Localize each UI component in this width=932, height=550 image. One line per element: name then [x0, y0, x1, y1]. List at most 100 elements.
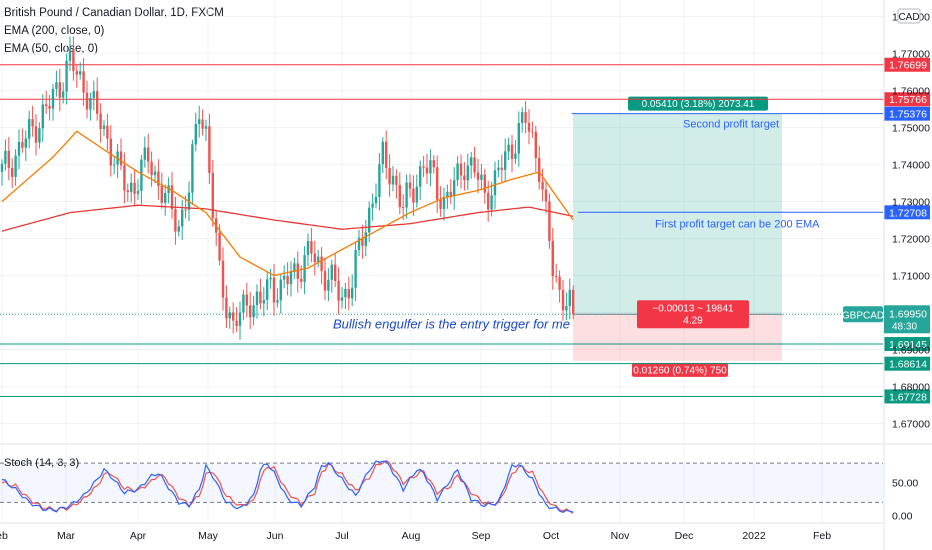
candle-body	[221, 260, 225, 298]
candle-body	[218, 232, 221, 261]
candle-body	[48, 106, 51, 109]
candle-body	[351, 287, 354, 299]
candle-body	[157, 171, 160, 186]
candle-body	[7, 150, 10, 168]
candle-body	[160, 185, 163, 203]
price-tick: 1.68000	[892, 381, 930, 393]
candle-body	[436, 167, 439, 200]
target-label-box	[628, 96, 768, 111]
candle-body	[419, 166, 422, 187]
candle-body	[364, 232, 367, 246]
candle-body	[123, 165, 126, 191]
candle-body	[371, 203, 374, 208]
long-position-tool: 0.05410 (3.18%) 2073.41 −0.00013 ~ 198414…	[0, 96, 883, 377]
candle-body	[279, 279, 282, 301]
time-tick: Dec	[675, 530, 694, 542]
candle-body	[391, 175, 395, 185]
candle-body	[344, 288, 347, 298]
candle-body	[21, 142, 24, 148]
candle-body	[198, 119, 201, 125]
candle-body	[378, 164, 381, 197]
candle-body	[317, 256, 320, 263]
candle-body	[276, 300, 279, 303]
candle-body	[99, 113, 102, 129]
candle-body	[425, 167, 429, 174]
candle-body	[11, 167, 14, 177]
candle-body	[473, 157, 476, 173]
candle-body	[136, 190, 140, 194]
candle-body	[521, 112, 524, 123]
pnl-label-box	[637, 300, 749, 329]
candle-body	[249, 305, 252, 318]
candle-body	[456, 163, 459, 181]
candle-body	[34, 126, 38, 143]
candle-body	[51, 88, 55, 109]
candle-body	[531, 131, 534, 133]
candle-body	[507, 144, 510, 152]
candle-body	[453, 180, 456, 197]
candle-body	[89, 97, 92, 110]
candle-body	[174, 209, 177, 232]
candle-body	[354, 250, 357, 288]
candle-body	[147, 147, 150, 162]
candle-body	[82, 71, 85, 93]
candle-body	[483, 174, 486, 193]
candle-body	[102, 125, 106, 129]
candle-body	[106, 125, 109, 139]
price-tick: 1.76000	[892, 86, 930, 98]
symbol-tag-box	[843, 306, 883, 323]
candle-body	[534, 131, 537, 159]
price-tick: 1.72000	[892, 233, 930, 245]
level-axis-label: 1.72708	[889, 207, 927, 219]
candle-body	[330, 264, 333, 280]
candle-body	[306, 241, 310, 256]
candle-body	[313, 253, 316, 263]
symbol-title: British Pound / Canadian Dollar, 1D, FXC…	[4, 7, 224, 19]
horizontal-levels	[0, 64, 883, 397]
level-axis-box	[884, 205, 930, 220]
candle-body	[398, 184, 401, 208]
candle-body	[140, 159, 143, 191]
candle-body	[293, 263, 296, 272]
candle-body	[551, 240, 554, 277]
candle-body	[463, 175, 466, 181]
candle-body	[133, 182, 136, 194]
candle-body	[334, 264, 337, 282]
candle-body	[79, 71, 82, 75]
candle-body	[541, 181, 544, 190]
bar-countdown: 48:30	[892, 321, 917, 332]
candle-body	[470, 157, 473, 166]
candle-body	[527, 122, 531, 132]
candle-body	[480, 174, 483, 180]
candle-body	[337, 281, 340, 301]
candle-body	[323, 271, 327, 291]
annotation-entry-trigger: Bullish engulfer is the entry trigger fo…	[333, 316, 570, 331]
stoch-tick: 50.00	[892, 478, 918, 490]
candle-body	[565, 306, 568, 311]
ema200-legend: EMA (200, close, 0)	[4, 25, 105, 37]
candle-body	[555, 276, 558, 278]
candle-body	[201, 119, 204, 129]
candle-body	[184, 209, 187, 211]
candle-body	[41, 104, 44, 129]
candle-body	[228, 312, 231, 319]
candle-body	[361, 237, 364, 246]
candle-body	[374, 196, 378, 204]
candle-body	[385, 141, 388, 168]
candle-body	[340, 297, 344, 301]
ema50-line	[1, 130, 574, 277]
candle-body	[459, 163, 463, 176]
candle-body	[194, 124, 197, 145]
ema200-line	[1, 204, 574, 232]
annotation-second-target: Second profit target	[683, 119, 779, 131]
candle-body	[395, 175, 398, 185]
candle-body	[289, 271, 293, 285]
candle-body	[65, 60, 68, 92]
stoch-d-line	[1, 459, 574, 514]
price-tick: 1.75000	[892, 123, 930, 135]
time-tick: Apr	[130, 530, 147, 542]
candle-body	[24, 138, 27, 148]
candle-body	[412, 188, 415, 203]
